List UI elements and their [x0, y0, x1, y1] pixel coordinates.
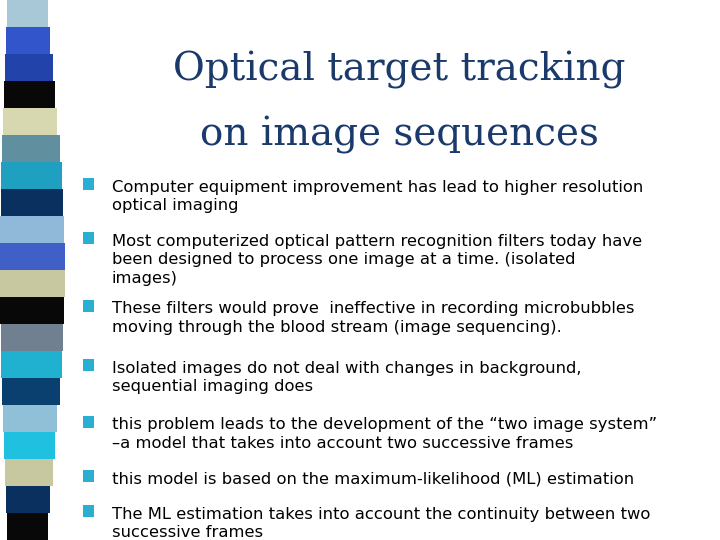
Text: Most computerized optical pattern recognition filters today have
been designed t: Most computerized optical pattern recogn…: [112, 234, 642, 286]
Polygon shape: [5, 54, 53, 81]
Text: Computer equipment improvement has lead to higher resolution
optical imaging: Computer equipment improvement has lead …: [112, 180, 643, 213]
Polygon shape: [83, 470, 94, 482]
Polygon shape: [5, 459, 53, 486]
Polygon shape: [0, 297, 64, 324]
Text: Optical target tracking: Optical target tracking: [174, 51, 626, 89]
Polygon shape: [83, 359, 94, 371]
Text: Isolated images do not deal with changes in background,
sequential imaging does: Isolated images do not deal with changes…: [112, 361, 581, 394]
Text: The ML estimation takes into account the continuity between two
successive frame: The ML estimation takes into account the…: [112, 507, 650, 540]
Polygon shape: [7, 0, 48, 27]
Polygon shape: [7, 513, 48, 540]
Polygon shape: [0, 270, 65, 297]
Polygon shape: [3, 405, 58, 432]
Polygon shape: [2, 378, 60, 405]
Polygon shape: [0, 243, 65, 270]
Polygon shape: [3, 108, 58, 135]
Polygon shape: [83, 505, 94, 517]
Polygon shape: [83, 232, 94, 244]
Polygon shape: [83, 300, 94, 312]
Polygon shape: [1, 324, 63, 351]
Text: on image sequences: on image sequences: [200, 116, 599, 154]
Polygon shape: [83, 416, 94, 428]
Polygon shape: [4, 81, 55, 108]
Polygon shape: [1, 189, 63, 216]
Polygon shape: [0, 216, 64, 243]
Polygon shape: [6, 486, 50, 513]
Text: These filters would prove  ineffective in recording microbubbles
moving through : These filters would prove ineffective in…: [112, 301, 634, 335]
Polygon shape: [1, 162, 61, 189]
Polygon shape: [1, 351, 61, 378]
Polygon shape: [4, 432, 55, 459]
Polygon shape: [6, 27, 50, 54]
Polygon shape: [2, 135, 60, 162]
Text: this model is based on the maximum-likelihood (ML) estimation: this model is based on the maximum-likel…: [112, 471, 634, 487]
Text: this problem leads to the development of the “two image system”
–a model that ta: this problem leads to the development of…: [112, 417, 657, 451]
Polygon shape: [83, 178, 94, 190]
